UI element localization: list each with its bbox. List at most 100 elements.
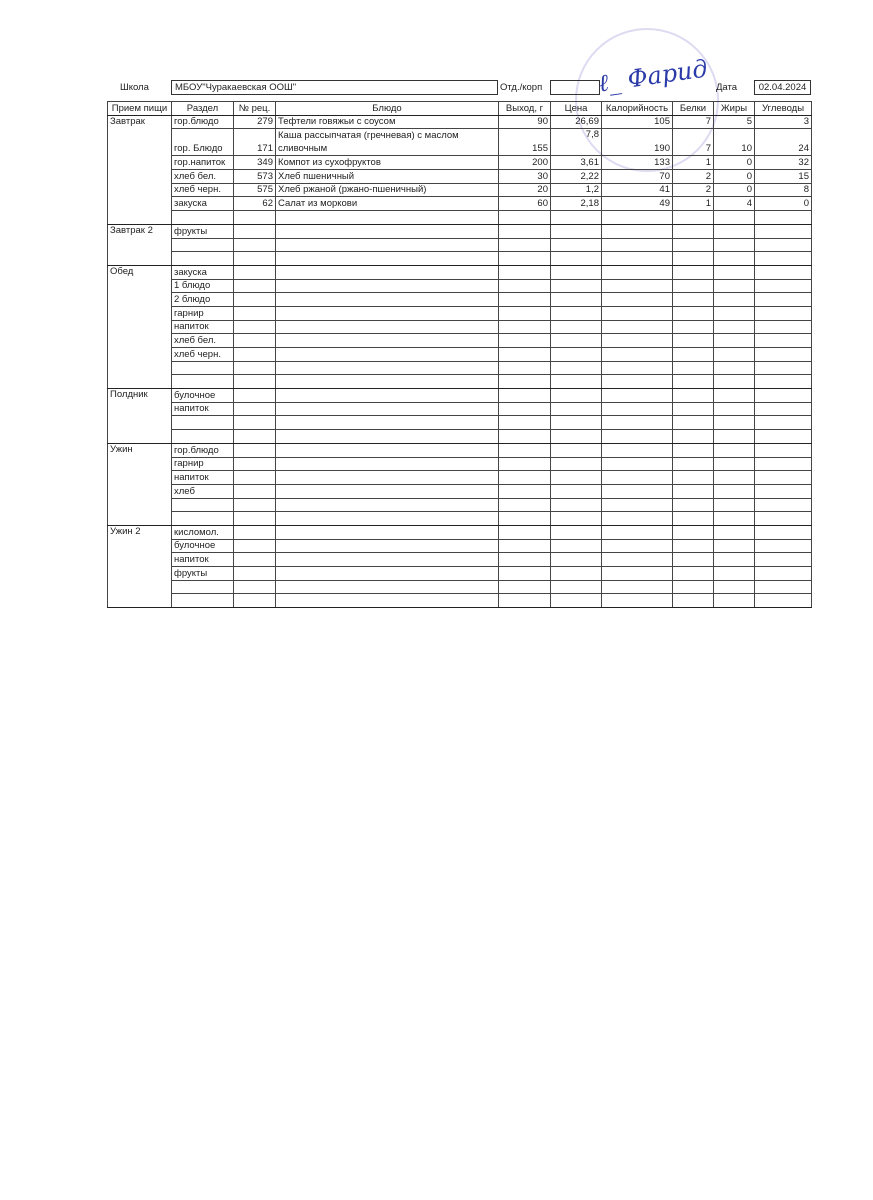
carbs-cell [754, 442, 812, 458]
proteins-cell: 2 [672, 169, 714, 184]
dish-cell [275, 210, 499, 225]
price-cell [550, 456, 602, 472]
table-row [108, 415, 812, 431]
yield-cell [498, 538, 551, 554]
yield-cell [498, 251, 551, 266]
recipe-number-cell: 279 [233, 114, 276, 130]
table-row: Обед закуска [107, 264, 812, 390]
carbs-cell: 3 [754, 114, 812, 130]
section-cell: фрукты [171, 566, 234, 581]
recipe-number-cell [233, 442, 276, 458]
recipe-number-cell: 573 [233, 169, 276, 184]
proteins-cell [672, 524, 714, 540]
calories-cell [601, 579, 673, 595]
yield-cell [498, 524, 551, 540]
section-cell: гор. Блюдо [171, 128, 234, 157]
calories-cell [601, 388, 673, 403]
section-cell [171, 593, 234, 609]
column-header: Белки [672, 101, 714, 116]
dish-cell [275, 374, 499, 390]
proteins-cell [672, 264, 714, 280]
yield-cell [498, 552, 551, 567]
price-cell [550, 251, 602, 266]
price-cell [550, 237, 602, 253]
carbs-cell [754, 237, 812, 253]
yield-cell [498, 511, 551, 526]
proteins-cell [672, 538, 714, 554]
fats-cell [713, 579, 755, 595]
calories-cell [601, 470, 673, 485]
carbs-cell [754, 429, 812, 444]
section-cell: напиток [171, 552, 234, 567]
price-cell [550, 429, 602, 444]
calories-cell: 133 [601, 155, 673, 171]
proteins-cell: 7 [672, 114, 714, 130]
yield-cell [498, 429, 551, 444]
dish-cell: Салат из моркови [275, 196, 499, 212]
price-cell [550, 319, 602, 335]
recipe-number-cell [233, 223, 276, 239]
dish-cell [275, 264, 499, 280]
fats-cell [713, 538, 755, 554]
section-cell: напиток [171, 470, 234, 485]
dish-cell [275, 579, 499, 595]
proteins-cell: 1 [672, 155, 714, 171]
recipe-number-cell [233, 470, 276, 485]
table-row: Ужин гор.блюдо [107, 442, 812, 526]
price-cell [550, 538, 602, 554]
dish-cell [275, 429, 499, 444]
fats-cell: 0 [713, 155, 755, 171]
carbs-cell [754, 333, 812, 348]
section-cell: хлеб черн. [171, 182, 234, 198]
section-cell [171, 210, 234, 225]
fats-cell: 0 [713, 182, 755, 198]
proteins-cell [672, 593, 714, 609]
dish-cell [275, 292, 499, 307]
table-row [108, 251, 812, 266]
proteins-cell [672, 415, 714, 431]
recipe-number-cell [233, 566, 276, 581]
recipe-number-cell [233, 278, 276, 294]
dish-cell [275, 223, 499, 239]
calories-cell [601, 264, 673, 280]
fats-cell [713, 497, 755, 513]
dish-cell: Компот из сухофруктов [275, 155, 499, 171]
section-cell [171, 415, 234, 431]
price-cell: 2,18 [550, 196, 602, 212]
price-cell [550, 524, 602, 540]
column-header: Углеводы [754, 101, 812, 116]
proteins-cell [672, 401, 714, 417]
price-cell: 26,69 [550, 114, 602, 130]
fats-cell [713, 566, 755, 581]
table-row [108, 593, 812, 609]
yield-cell: 20 [498, 182, 551, 198]
fats-cell [713, 524, 755, 540]
carbs-cell: 15 [754, 169, 812, 184]
calories-cell [601, 210, 673, 225]
column-header: Жиры [713, 101, 755, 116]
yield-cell: 90 [498, 114, 551, 130]
table-row: хлеб черн. [108, 347, 812, 362]
recipe-number-cell [233, 483, 276, 499]
calories-cell [601, 511, 673, 526]
table-row: булочное [108, 538, 812, 554]
table-row: 1 блюдо [108, 278, 812, 294]
price-cell [550, 511, 602, 526]
calories-cell [601, 292, 673, 307]
fats-cell [713, 456, 755, 472]
dish-cell [275, 566, 499, 581]
carbs-cell [754, 524, 812, 540]
price-cell [550, 483, 602, 499]
table-row: гор. Блюдо 171 Каша рассыпчатая (гречневая… [108, 128, 812, 157]
fats-cell [713, 483, 755, 499]
recipe-number-cell [233, 579, 276, 595]
price-cell [550, 374, 602, 390]
proteins-cell [672, 579, 714, 595]
calories-cell [601, 278, 673, 294]
section-cell: хлеб черн. [171, 347, 234, 362]
carbs-cell [754, 264, 812, 280]
carbs-cell [754, 497, 812, 513]
carbs-cell [754, 347, 812, 362]
table-row: хлеб бел. 573 Хлеб пшеничный 30 2,22 70 2 0 15 [108, 169, 812, 184]
calories-cell [601, 333, 673, 348]
